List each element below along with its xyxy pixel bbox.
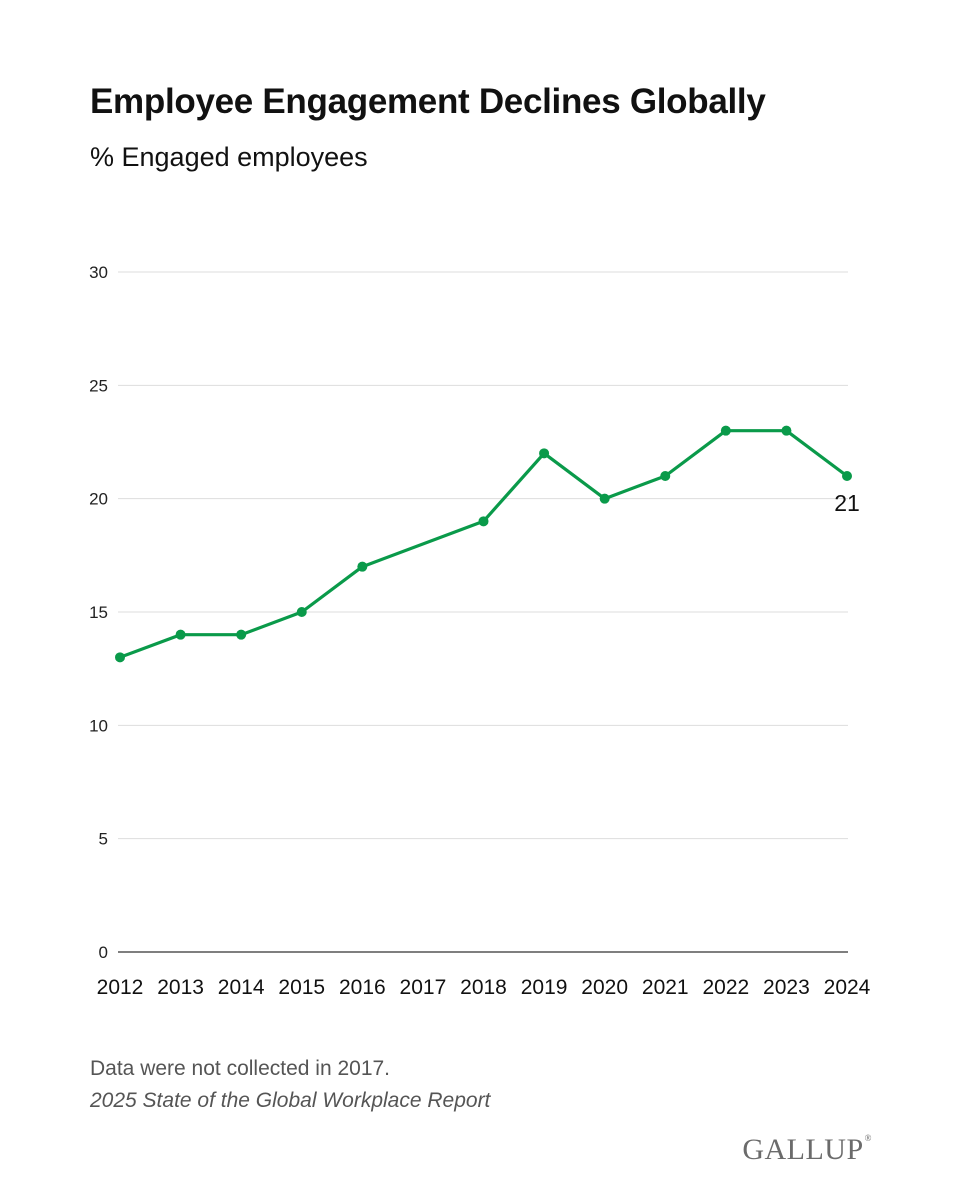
x-tick-label: 2023: [763, 976, 810, 999]
data-point-2018: [478, 516, 489, 527]
data-point-2021: [660, 471, 671, 481]
y-tick-label: 20: [89, 490, 108, 509]
end-value-label: 21: [834, 490, 860, 516]
x-tick-label: 2022: [702, 976, 749, 999]
data-point-2023: [781, 425, 792, 436]
x-tick-label: 2013: [157, 976, 204, 999]
x-tick-label: 2016: [339, 976, 386, 999]
x-tick-label: 2019: [521, 976, 568, 999]
data-point-2020: [599, 493, 610, 504]
chart-title: Employee Engagement Declines Globally: [90, 82, 766, 121]
x-tick-label: 2018: [460, 976, 507, 999]
data-point-2012: [115, 652, 125, 663]
x-tick-label: 2017: [400, 976, 447, 999]
x-tick-label: 2015: [278, 976, 325, 999]
gridlines: [118, 271, 848, 840]
chart-subtitle: % Engaged employees: [90, 142, 368, 172]
registered-mark: ®: [864, 1133, 872, 1143]
brand-name: GALLUP: [742, 1133, 864, 1166]
y-tick-label: 0: [99, 943, 108, 962]
x-tick-label: 2012: [97, 976, 144, 999]
data-point-2016: [357, 561, 368, 572]
x-axis-ticks: 2012 2013 2014 2015 2016 2017 2018 2019 2020 2021…: [97, 976, 871, 999]
gallup-logo: GALLUP®: [742, 1133, 872, 1167]
x-tick-label: 2024: [824, 976, 871, 999]
x-tick-label: 2021: [642, 976, 689, 999]
y-axis-ticks: 0 5 10 15 20 25 30: [89, 263, 108, 962]
data-point-2022: [720, 425, 731, 436]
x-tick-label: 2014: [218, 976, 265, 999]
source-note: 2025 State of the Global Workplace Repor…: [90, 1089, 491, 1112]
x-tick-label: 2020: [581, 976, 628, 999]
data-point-2019: [539, 448, 550, 459]
data-point-2024: [842, 471, 852, 481]
data-labels: 21: [834, 490, 860, 516]
series-layer: [115, 425, 852, 663]
data-point-2014: [236, 629, 247, 640]
y-tick-label: 30: [89, 263, 108, 282]
y-tick-label: 15: [89, 603, 108, 622]
data-point-2015: [296, 607, 307, 617]
y-tick-label: 10: [89, 716, 108, 735]
y-tick-label: 5: [99, 830, 108, 849]
data-note: Data were not collected in 2017.: [90, 1057, 391, 1080]
series-line: [118, 429, 849, 659]
data-point-2013: [175, 629, 186, 640]
y-tick-label: 25: [89, 376, 108, 395]
